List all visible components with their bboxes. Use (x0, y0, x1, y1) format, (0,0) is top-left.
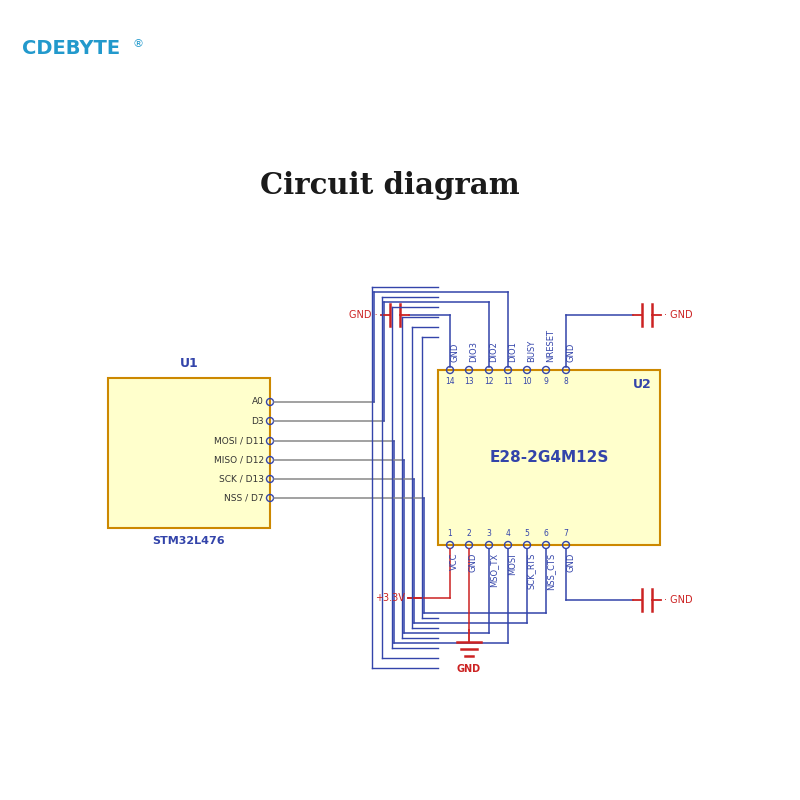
Text: 9: 9 (543, 377, 549, 386)
Text: DIO3: DIO3 (469, 341, 478, 362)
Text: MISO / D12: MISO / D12 (214, 455, 264, 465)
Text: NRESET: NRESET (546, 329, 555, 362)
Bar (108, 378, 270, 528)
Text: STM32L476: STM32L476 (153, 536, 226, 546)
Text: GND: GND (469, 553, 478, 572)
Text: 5: 5 (525, 529, 530, 538)
Text: GND ·: GND · (350, 310, 378, 320)
Text: E28-2G4M12S: E28-2G4M12S (490, 450, 609, 465)
Text: 2: 2 (466, 529, 471, 538)
Text: 11: 11 (503, 377, 513, 386)
Text: GND: GND (457, 664, 481, 674)
Text: DIO2: DIO2 (489, 341, 498, 362)
Text: SCK / D13: SCK / D13 (219, 474, 264, 483)
Text: MOSI / D11: MOSI / D11 (214, 437, 264, 446)
Text: 13: 13 (464, 377, 474, 386)
Text: 7: 7 (563, 529, 569, 538)
Text: 8: 8 (564, 377, 568, 386)
Text: 1: 1 (448, 529, 452, 538)
Text: MOSI: MOSI (508, 553, 517, 574)
Text: +3.3V: +3.3V (375, 593, 405, 603)
Text: 12: 12 (484, 377, 494, 386)
Bar (438, 370, 660, 545)
Text: A0: A0 (252, 398, 264, 406)
Text: 3: 3 (486, 529, 491, 538)
Text: MSO_TX: MSO_TX (489, 553, 498, 587)
Text: 14: 14 (445, 377, 455, 386)
Text: U2: U2 (634, 378, 652, 391)
Text: 4: 4 (506, 529, 510, 538)
Text: 6: 6 (543, 529, 549, 538)
Text: NSS_CTS: NSS_CTS (546, 553, 555, 590)
Text: Circuit diagram: Circuit diagram (260, 170, 520, 199)
Text: 10: 10 (522, 377, 532, 386)
Text: D3: D3 (251, 417, 264, 426)
Text: · GND: · GND (664, 310, 693, 320)
Text: NSS / D7: NSS / D7 (224, 494, 264, 502)
Text: BUSY: BUSY (527, 340, 536, 362)
Text: GND: GND (566, 342, 575, 362)
Text: DIO1: DIO1 (508, 341, 517, 362)
Text: · GND: · GND (664, 595, 693, 605)
Text: CDEBYTE: CDEBYTE (22, 38, 120, 58)
Text: U1: U1 (180, 357, 198, 370)
Text: VCC: VCC (450, 553, 459, 570)
Text: GND: GND (450, 342, 459, 362)
Text: SCK_RTS: SCK_RTS (527, 553, 536, 590)
Text: GND: GND (566, 553, 575, 572)
Text: ®: ® (133, 39, 144, 49)
